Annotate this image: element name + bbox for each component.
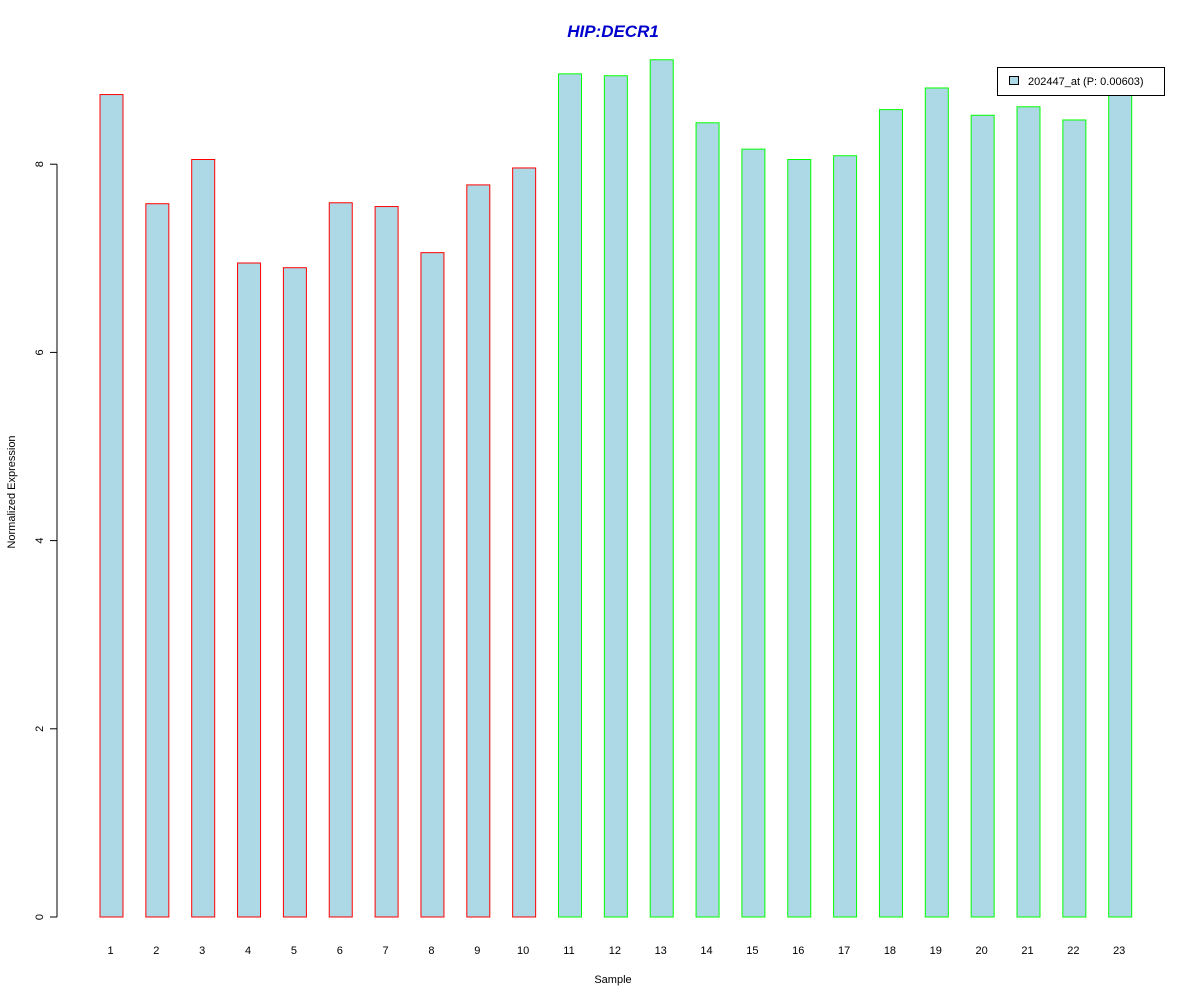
x-tick-label: 21 (1021, 945, 1033, 957)
bar (191, 159, 216, 918)
x-tick-label: 3 (199, 945, 205, 957)
x-tick-label: 7 (383, 945, 389, 957)
x-tick-label: 4 (245, 945, 251, 957)
bar (1108, 94, 1133, 918)
x-tick-label: 20 (976, 945, 988, 957)
bar (695, 122, 720, 918)
y-axis: 0 2 4 6 8 (34, 161, 58, 920)
x-tick-label: 22 (1067, 945, 1079, 957)
x-tick-labels: 1 2 3 4 5 6 7 8 9 10 11 12 13 14 15 16 17 18 19 20 21 22 23 (107, 945, 1125, 957)
x-tick-label: 12 (609, 945, 621, 957)
chart-title: HIP:DECR1 (567, 22, 659, 41)
bar (99, 94, 124, 918)
bar (1062, 119, 1087, 918)
x-tick-label: 1 (107, 945, 113, 957)
bar (878, 109, 903, 918)
y-axis-label: Normalized Expression (6, 435, 18, 548)
bar (924, 87, 949, 918)
x-tick-label: 18 (884, 945, 896, 957)
x-axis-label: Sample (594, 974, 631, 986)
legend-label: 202447_at (P: 0.00603) (1028, 76, 1144, 88)
bar (420, 252, 445, 918)
x-tick-label: 6 (337, 945, 343, 957)
bar (282, 267, 307, 918)
bar (466, 184, 491, 918)
bar (558, 73, 582, 918)
x-tick-label: 9 (474, 945, 480, 957)
bar (237, 262, 262, 918)
bars-group (99, 59, 1133, 918)
bar (512, 167, 537, 918)
x-tick-label: 8 (428, 945, 434, 957)
bar (970, 114, 995, 918)
x-tick-label: 13 (655, 945, 667, 957)
bar (374, 206, 399, 918)
x-tick-label: 15 (746, 945, 758, 957)
x-tick-label: 19 (930, 945, 942, 957)
y-tick-label: 8 (34, 161, 46, 167)
x-tick-label: 2 (153, 945, 159, 957)
bar (649, 59, 674, 918)
bar (603, 75, 628, 918)
x-tick-label: 11 (563, 945, 574, 957)
legend: 202447_at (P: 0.00603) (997, 67, 1165, 96)
x-tick-label: 17 (838, 945, 850, 957)
x-tick-label: 10 (517, 945, 529, 957)
bar (1016, 106, 1041, 918)
bar (741, 148, 766, 918)
bar (328, 202, 353, 918)
bar (787, 159, 812, 918)
x-tick-label: 16 (792, 945, 804, 957)
x-tick-label: 5 (291, 945, 297, 957)
legend-box (997, 67, 1165, 96)
y-tick-label: 0 (34, 914, 46, 920)
x-tick-label: 23 (1113, 945, 1125, 957)
bar (833, 155, 858, 918)
bar (145, 203, 170, 918)
y-tick-label: 6 (34, 349, 46, 355)
y-tick-label: 2 (34, 726, 46, 732)
x-tick-label: 14 (700, 945, 712, 957)
y-tick-label: 4 (34, 538, 46, 544)
legend-swatch (1009, 76, 1019, 85)
